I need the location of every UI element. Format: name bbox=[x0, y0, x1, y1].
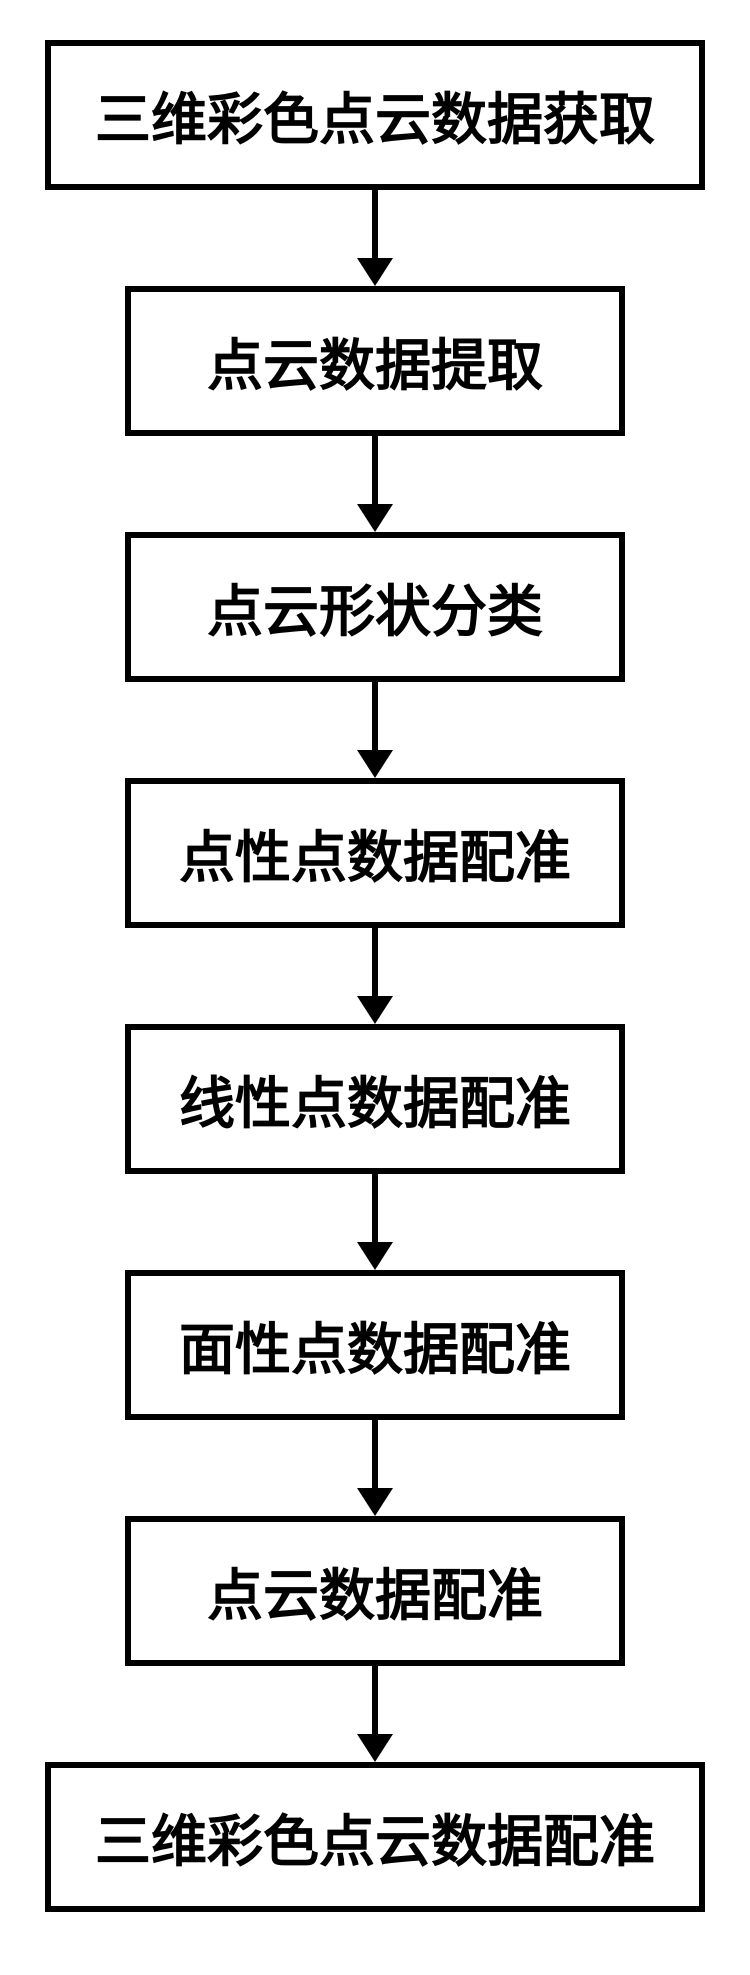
arrow-head-icon bbox=[357, 258, 393, 286]
flow-node-1: 三维彩色点云数据获取 bbox=[45, 40, 705, 190]
flow-arrow-2 bbox=[357, 436, 393, 532]
flow-node-8-label: 三维彩色点云数据配准 bbox=[95, 1797, 655, 1878]
flow-node-3: 点云形状分类 bbox=[125, 532, 625, 682]
arrow-head-icon bbox=[357, 750, 393, 778]
arrow-shaft bbox=[372, 1666, 378, 1734]
flow-node-1-label: 三维彩色点云数据获取 bbox=[95, 75, 655, 156]
arrow-shaft bbox=[372, 1420, 378, 1488]
flow-node-7: 点云数据配准 bbox=[125, 1516, 625, 1666]
arrow-shaft bbox=[372, 1174, 378, 1242]
arrow-head-icon bbox=[357, 996, 393, 1024]
flow-node-4-label: 点性点数据配准 bbox=[179, 813, 571, 894]
flow-node-5-label: 线性点数据配准 bbox=[179, 1059, 571, 1140]
flow-node-6: 面性点数据配准 bbox=[125, 1270, 625, 1420]
arrow-head-icon bbox=[357, 1242, 393, 1270]
flow-node-4: 点性点数据配准 bbox=[125, 778, 625, 928]
flow-node-6-label: 面性点数据配准 bbox=[179, 1305, 571, 1386]
arrow-shaft bbox=[372, 436, 378, 504]
flow-node-2-label: 点云数据提取 bbox=[207, 321, 543, 402]
flow-node-3-label: 点云形状分类 bbox=[207, 567, 543, 648]
flow-arrow-3 bbox=[357, 682, 393, 778]
arrow-head-icon bbox=[357, 504, 393, 532]
flowchart-container: 三维彩色点云数据获取 点云数据提取 点云形状分类 点性点数据配准 线性点数据配准… bbox=[0, 0, 750, 1975]
flow-node-7-label: 点云数据配准 bbox=[207, 1551, 543, 1632]
flow-node-5: 线性点数据配准 bbox=[125, 1024, 625, 1174]
arrow-shaft bbox=[372, 928, 378, 996]
flow-arrow-5 bbox=[357, 1174, 393, 1270]
flow-arrow-1 bbox=[357, 190, 393, 286]
flow-arrow-7 bbox=[357, 1666, 393, 1762]
flow-arrow-6 bbox=[357, 1420, 393, 1516]
arrow-shaft bbox=[372, 190, 378, 258]
arrow-head-icon bbox=[357, 1734, 393, 1762]
flow-node-2: 点云数据提取 bbox=[125, 286, 625, 436]
arrow-head-icon bbox=[357, 1488, 393, 1516]
arrow-shaft bbox=[372, 682, 378, 750]
flow-arrow-4 bbox=[357, 928, 393, 1024]
flow-node-8: 三维彩色点云数据配准 bbox=[45, 1762, 705, 1912]
